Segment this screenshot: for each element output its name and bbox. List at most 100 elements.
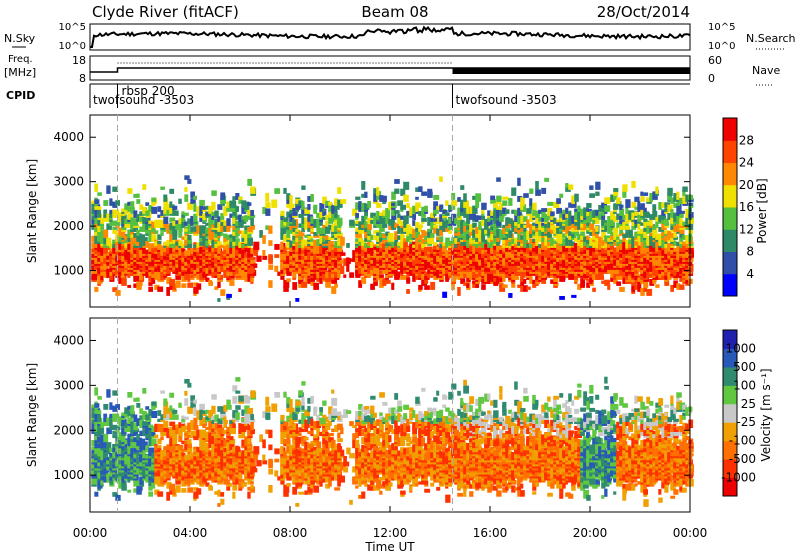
heatmap-cell [658, 236, 664, 242]
heatmap-cell [397, 235, 403, 240]
heatmap-cell [229, 234, 234, 238]
heatmap-cell [151, 266, 158, 270]
heatmap-cell [613, 263, 619, 268]
heatmap-cell [490, 240, 495, 244]
heatmap-cell [586, 208, 592, 212]
heatmap-cell [523, 224, 527, 228]
heatmap-cell [142, 206, 147, 214]
heatmap-cell [550, 237, 554, 246]
heatmap-cell [160, 460, 165, 465]
heatmap-cell [295, 236, 301, 242]
heatmap-cell [142, 184, 147, 190]
heatmap-cell [391, 266, 396, 274]
heatmap-cell [412, 229, 418, 238]
heatmap-cell [295, 198, 301, 204]
heatmap-cell [685, 194, 692, 202]
heatmap-cell [316, 246, 322, 254]
heatmap-cell [496, 210, 501, 216]
heatmap-cell [640, 228, 646, 234]
heatmap-cell [178, 218, 182, 224]
cpid-segment-label: twofsound -3503 [93, 93, 194, 107]
heatmap-cell [247, 248, 251, 252]
heatmap-cell [100, 247, 106, 252]
heatmap-cell [664, 260, 668, 264]
heatmap-cell [406, 210, 411, 216]
heatmap-cell [151, 484, 156, 489]
heatmap-cell [106, 457, 111, 461]
heatmap-cell [127, 433, 133, 443]
heatmap-cell [298, 200, 303, 206]
heatmap-cell [136, 193, 140, 198]
heatmap-cell [124, 218, 129, 224]
nave-tick-top: 60 [708, 54, 722, 67]
heatmap-cell [646, 197, 651, 202]
heatmap-cell [244, 233, 249, 242]
heatmap-cell [121, 245, 125, 250]
heatmap-cell [661, 219, 667, 224]
heatmap-cell [127, 206, 132, 212]
heatmap-cell [457, 229, 462, 236]
heatmap-cell [415, 231, 421, 238]
heatmap-cell [631, 245, 636, 252]
noise-right-label: N.Search [746, 32, 796, 45]
heatmap-cell [502, 226, 506, 234]
heatmap-cell [514, 222, 518, 226]
heatmap-cell [94, 206, 99, 210]
heatmap-cell [124, 245, 130, 250]
heatmap-cell [568, 238, 573, 246]
heatmap-cell [130, 264, 135, 268]
heatmap-cell [391, 219, 395, 228]
heatmap-cell [394, 231, 398, 240]
heatmap-cell [379, 224, 385, 232]
heatmap-cell [679, 210, 685, 214]
heatmap-cell [310, 194, 314, 202]
heatmap-cell [109, 209, 113, 214]
heatmap-cell [529, 213, 534, 222]
heatmap-cell [184, 175, 190, 180]
heatmap-cell [649, 193, 653, 202]
heatmap-cell [415, 196, 419, 200]
heatmap-cell [676, 223, 682, 228]
heatmap-cell [154, 434, 159, 439]
colorbar-tick-label: 28 [739, 133, 754, 147]
heatmap-cell [118, 277, 123, 284]
heatmap-cell [91, 248, 95, 252]
heatmap-cell [418, 211, 422, 216]
heatmap-cell [94, 454, 99, 459]
heatmap-cell [595, 233, 599, 238]
colorbar-tick-label: 4 [746, 267, 754, 281]
heatmap-cell [688, 229, 694, 234]
heatmap-cell [202, 264, 208, 268]
heatmap-cell [178, 247, 183, 256]
heatmap-cell [598, 205, 604, 212]
heatmap-cell [553, 201, 558, 208]
heatmap-cell [658, 246, 662, 254]
heatmap-cell [382, 268, 386, 272]
heatmap-cell [412, 213, 416, 220]
heatmap-cell [151, 438, 157, 447]
heatmap-cell [619, 208, 624, 216]
heatmap-cell [382, 256, 388, 260]
heatmap-cell [358, 252, 364, 256]
heatmap-cell [334, 283, 338, 288]
heatmap-cell [223, 268, 229, 272]
heatmap-cell [160, 226, 166, 230]
heatmap-cell [151, 251, 156, 258]
heatmap-cell [109, 243, 113, 248]
heatmap-cell [148, 409, 153, 416]
heatmap-cell [124, 450, 130, 455]
heatmap-cell [556, 243, 561, 250]
heatmap-cell [601, 248, 606, 252]
heatmap-cell [355, 222, 359, 226]
heatmap-cell [562, 243, 568, 252]
heatmap-cell [289, 268, 295, 272]
heatmap-cell [349, 258, 356, 262]
heatmap-cell [160, 450, 165, 457]
heatmap-cell [538, 221, 543, 230]
heatmap-cell [532, 212, 537, 216]
heatmap-cell [358, 201, 362, 208]
heatmap-cell [652, 272, 656, 276]
heatmap-cell [478, 215, 483, 220]
heatmap-cell [202, 225, 207, 234]
heatmap-cell [388, 219, 393, 226]
